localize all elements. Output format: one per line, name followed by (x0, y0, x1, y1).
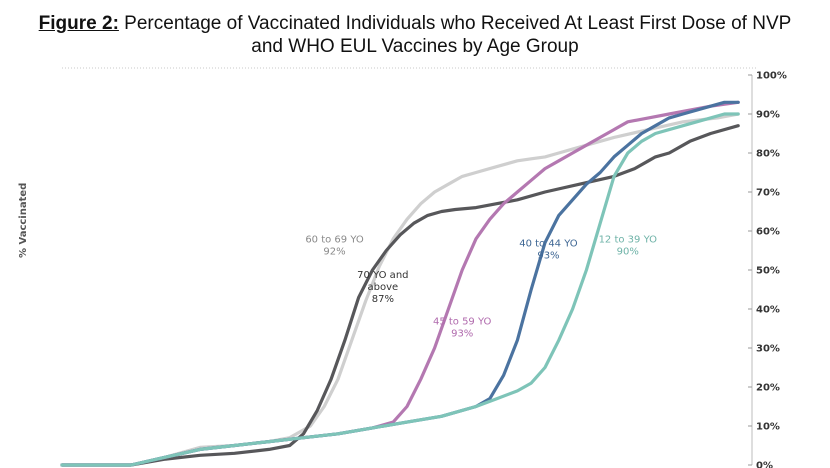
series-line (60, 100, 740, 467)
y-tick-label: 10% (756, 422, 780, 433)
y-tick-label: 20% (756, 383, 780, 394)
y-tick-label: 100% (756, 71, 787, 82)
series-label: 40 to 44 YO 93% (519, 239, 578, 262)
series-line (60, 100, 740, 467)
series-line (60, 124, 740, 467)
y-tick-label: 70% (756, 188, 780, 199)
y-axis: 0% 10% 20% 30% 40% 50% 60% 70% 80% 90% 100% (748, 71, 787, 468)
series-lines (60, 100, 740, 467)
series-label: 12 to 39 YO 90% (599, 235, 658, 258)
title-line-2: and WHO EUL Vaccines by Age Group (251, 36, 579, 57)
chart-title: Figure 2: Percentage of Vaccinated Indiv… (0, 12, 830, 58)
title-line-1: Percentage of Vaccinated Individuals who… (118, 13, 792, 34)
y-tick-label: 60% (756, 227, 780, 238)
y-tick-label: 90% (756, 110, 780, 121)
y-tick-label: 80% (756, 149, 780, 160)
series-label: 60 to 69 YO 92% (305, 235, 364, 258)
y-tick-label: 30% (756, 344, 780, 355)
series-line (60, 112, 740, 467)
y-tick-label: 40% (756, 305, 780, 316)
y-tick-label: 50% (756, 266, 780, 277)
figure-label: Figure 2: (38, 13, 119, 34)
series-label: 70 YO and above 87% (357, 270, 408, 305)
series-annotations: 60 to 69 YO 92% 70 YO and above 87% 45 to 59 … (305, 235, 657, 340)
y-tick-label: 0% (756, 461, 773, 468)
series-label: 45 to 59 YO 93% (433, 317, 492, 340)
